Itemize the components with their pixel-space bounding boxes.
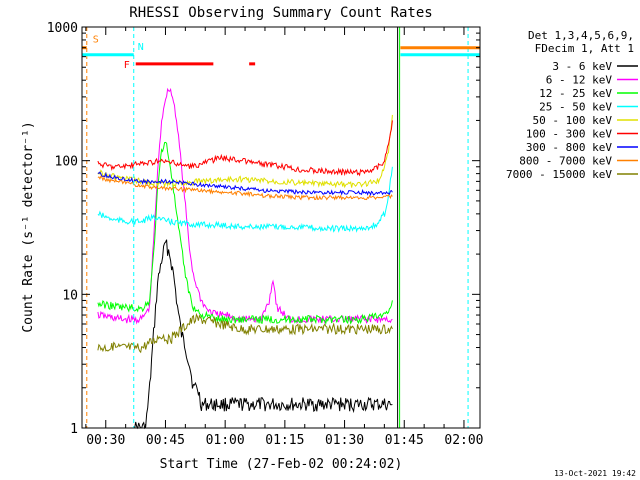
legend-label-1: 3 - 6 keV xyxy=(552,60,612,73)
x-tick-label-1: 00:30 xyxy=(86,433,125,448)
series-line-4 xyxy=(97,166,393,233)
legend: Det 1,3,4,5,6,9,FDecim 1, Att 1 3 - 6 keV… xyxy=(506,29,638,181)
x-tick-label-4: 01:15 xyxy=(265,433,304,448)
flag-label-s: S xyxy=(93,35,99,46)
legend-label-6: 100 - 300 keV xyxy=(526,128,612,141)
legend-label-8: 800 - 7000 keV xyxy=(519,155,612,168)
footer-stamp: 13-Oct-2021 19:42 xyxy=(554,469,636,478)
x-axis-label: Start Time (27-Feb-02 00:24:02) xyxy=(160,457,403,472)
x-tick-label-7: 02:00 xyxy=(444,433,483,448)
y-tick-label-3: 100 xyxy=(55,155,78,170)
flag-label-f: F xyxy=(124,60,130,71)
legend-label-5: 50 - 100 keV xyxy=(533,114,613,127)
y-tick-label-1: 1 xyxy=(70,422,78,437)
y-axis-label: Count Rate (s⁻¹ detector⁻¹) xyxy=(21,121,36,332)
legend-label-7: 300 - 800 keV xyxy=(526,141,612,154)
plot-area: S NF 00:30 00:45 01:00 01:15 01:30 01:45 02:00 1 1… xyxy=(47,21,484,448)
series-line-6 xyxy=(97,120,393,177)
legend-header-line-2: FDecim 1, Att 1 xyxy=(535,42,634,55)
y-tick-label-2: 10 xyxy=(62,288,78,303)
x-tick-label-3: 01:00 xyxy=(206,433,245,448)
legend-label-4: 25 - 50 keV xyxy=(539,101,612,114)
series-line-8 xyxy=(97,175,393,201)
x-tick-label-5: 01:30 xyxy=(325,433,364,448)
series-line-1 xyxy=(133,239,393,430)
flag-label-n: N xyxy=(138,42,144,53)
legend-label-9: 7000 - 15000 keV xyxy=(506,168,612,181)
legend-label-2: 6 - 12 keV xyxy=(546,74,613,87)
chart-title: RHESSI Observing Summary Count Rates xyxy=(129,5,432,21)
legend-header-line-1: Det 1,3,4,5,6,9, xyxy=(528,29,634,42)
y-tick-label-4: 1000 xyxy=(47,21,78,36)
legend-label-3: 12 - 25 keV xyxy=(539,87,612,100)
x-tick-label-6: 01:45 xyxy=(385,433,424,448)
series-line-7 xyxy=(97,171,393,197)
series-line-3 xyxy=(97,141,393,326)
plot-frame xyxy=(81,26,481,429)
series-line-5 xyxy=(97,114,393,189)
x-tick-label-2: 00:45 xyxy=(146,433,185,448)
series-line-9 xyxy=(97,312,393,354)
series-line-2 xyxy=(97,87,393,325)
